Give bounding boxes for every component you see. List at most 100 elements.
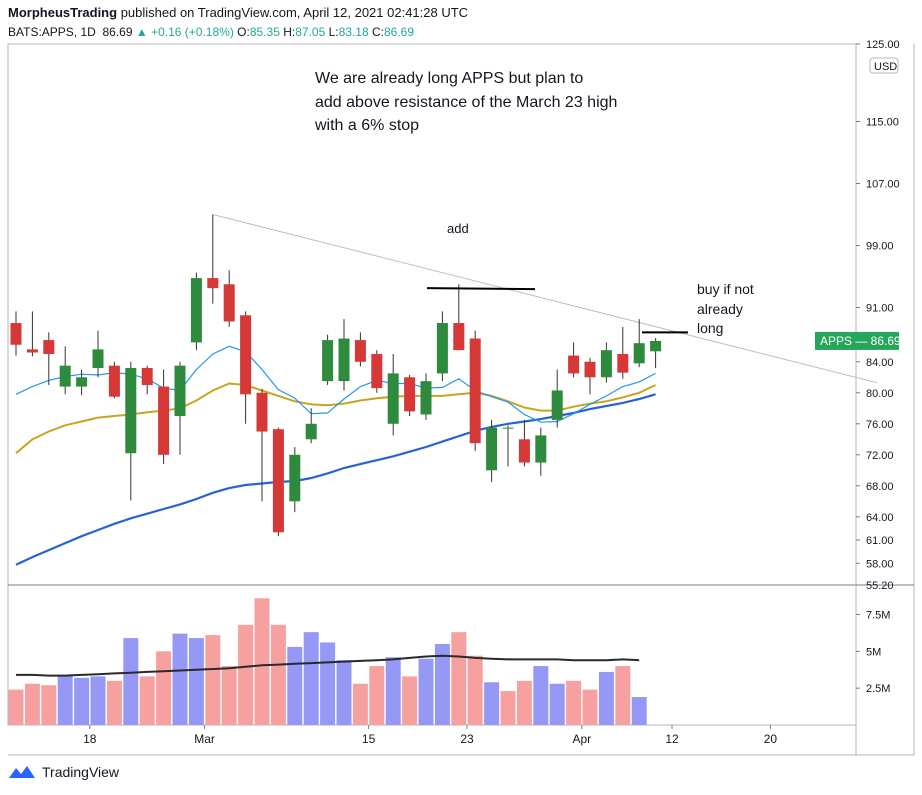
volume-bar[interactable]	[615, 666, 631, 725]
candle[interactable]	[354, 332, 366, 367]
volume-bar[interactable]	[533, 666, 549, 725]
volume-bar[interactable]	[402, 676, 418, 725]
candle[interactable]	[190, 272, 202, 351]
candle[interactable]	[141, 365, 153, 395]
volume-bar[interactable]	[287, 646, 303, 725]
high-value: 87.05	[295, 25, 326, 39]
candle[interactable]	[535, 427, 547, 476]
volume-bar[interactable]	[172, 633, 188, 725]
volume-bar[interactable]	[24, 683, 40, 725]
candle[interactable]	[387, 354, 399, 436]
volume-bar[interactable]	[270, 624, 286, 725]
candle[interactable]	[650, 338, 662, 369]
candle[interactable]	[371, 350, 383, 393]
candle[interactable]	[289, 447, 301, 513]
volume-bar[interactable]	[8, 689, 24, 725]
candle[interactable]	[223, 270, 235, 327]
candle-body	[617, 354, 629, 373]
volume-bar[interactable]	[418, 658, 434, 725]
candle[interactable]	[240, 311, 252, 424]
candle[interactable]	[76, 369, 88, 396]
volume-bar[interactable]	[320, 642, 336, 725]
candle[interactable]	[207, 214, 219, 304]
volume-bar[interactable]	[385, 657, 401, 725]
candle[interactable]	[404, 374, 416, 417]
candle-body	[322, 340, 334, 382]
volume-bar[interactable]	[631, 697, 647, 725]
volume-bar[interactable]	[221, 666, 237, 725]
open-value: 85.35	[249, 25, 280, 39]
volume-bar[interactable]	[303, 632, 319, 725]
candle[interactable]	[502, 425, 514, 467]
candle[interactable]	[10, 311, 22, 356]
volume-bar[interactable]	[336, 660, 352, 725]
volume-bar[interactable]	[500, 691, 516, 725]
volume-bar[interactable]	[90, 676, 106, 725]
candle[interactable]	[174, 361, 186, 455]
resistance-trendline[interactable]	[212, 214, 878, 384]
volume-bar[interactable]	[467, 655, 483, 725]
volume-bar[interactable]	[156, 651, 172, 725]
tradingview-footer[interactable]: TradingView	[8, 764, 119, 780]
volume-bar[interactable]	[238, 624, 254, 725]
volume-bar[interactable]	[205, 635, 221, 725]
candle[interactable]	[338, 319, 350, 391]
candle[interactable]	[568, 342, 580, 378]
volume-bar[interactable]	[549, 683, 565, 725]
currency-badge[interactable]	[869, 57, 899, 74]
volume-ma-line	[16, 654, 640, 677]
price-tag[interactable]	[815, 331, 899, 350]
candle-body	[633, 343, 645, 364]
volume-bar[interactable]	[369, 666, 385, 725]
candle[interactable]	[108, 361, 120, 399]
candle[interactable]	[26, 311, 38, 357]
candle[interactable]	[272, 427, 284, 537]
volume-bar[interactable]	[598, 671, 614, 725]
chart-header-line1: MorpheusTrading published on TradingView…	[8, 5, 468, 20]
candle-body	[305, 423, 317, 440]
volume-bar[interactable]	[123, 638, 139, 725]
volume-bar[interactable]	[566, 680, 582, 725]
candle[interactable]	[600, 342, 612, 383]
volume-bar[interactable]	[188, 638, 204, 725]
volume-bar[interactable]	[516, 680, 532, 725]
candle[interactable]	[256, 388, 268, 502]
volume-bar[interactable]	[582, 689, 598, 725]
candle[interactable]	[617, 326, 629, 379]
candle[interactable]	[453, 284, 465, 351]
candle[interactable]	[59, 346, 71, 395]
published-text: published on TradingView.com, April 12, …	[120, 5, 469, 20]
volume-bar[interactable]	[434, 643, 450, 725]
candle[interactable]	[305, 408, 317, 444]
candle[interactable]	[322, 334, 334, 386]
candle[interactable]	[92, 330, 104, 378]
candle[interactable]	[551, 369, 563, 428]
candle[interactable]	[158, 369, 170, 465]
candle[interactable]	[43, 332, 55, 386]
candle[interactable]	[486, 419, 498, 482]
candle[interactable]	[584, 357, 596, 395]
candle[interactable]	[420, 373, 432, 420]
candle-body	[436, 323, 448, 374]
time-tick-label: 20	[764, 732, 778, 746]
candle[interactable]	[469, 330, 481, 451]
low-value: 83.18	[338, 25, 369, 39]
candle[interactable]	[518, 419, 530, 467]
volume-bar[interactable]	[41, 685, 57, 725]
volume-bar[interactable]	[57, 674, 73, 725]
candle[interactable]	[436, 311, 448, 382]
volume-bar[interactable]	[451, 632, 467, 725]
publisher-name[interactable]: MorpheusTrading	[8, 5, 118, 20]
volume-bar[interactable]	[74, 677, 90, 725]
buy-note-line2: already	[697, 301, 743, 317]
volume-bar[interactable]	[106, 680, 122, 725]
volume-bar[interactable]	[139, 676, 155, 725]
volume-bar[interactable]	[254, 598, 270, 725]
candle[interactable]	[633, 319, 645, 368]
candle[interactable]	[125, 361, 137, 501]
add-level-line[interactable]	[426, 287, 536, 291]
volume-bar[interactable]	[484, 682, 500, 725]
volume-bar[interactable]	[352, 683, 368, 725]
price-tick-label: 55.20	[866, 580, 894, 592]
